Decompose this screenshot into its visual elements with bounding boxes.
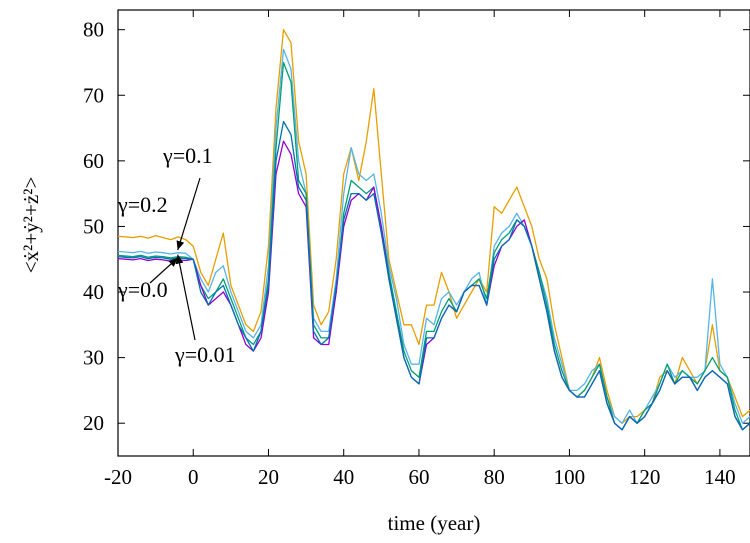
annotation-label: γ=0.0 bbox=[117, 277, 168, 302]
annotation-label: γ=0.2 bbox=[117, 192, 168, 217]
y-tick-label: 70 bbox=[83, 83, 104, 107]
y-tick-label: 80 bbox=[83, 18, 104, 42]
x-tick-label: -20 bbox=[104, 465, 132, 489]
series-line-4 bbox=[117, 120, 750, 431]
series-line-3 bbox=[117, 140, 750, 431]
axis-ticks: -20 0 20 40 60 80 100 120 140 20 30 40 50 60 70 80 bbox=[83, 10, 750, 489]
plot-frame bbox=[117, 9, 750, 457]
annotation-arrow bbox=[176, 177, 201, 251]
x-tick-label: 100 bbox=[554, 465, 586, 489]
annotation-label: γ=0.1 bbox=[162, 143, 213, 168]
series-line-2 bbox=[117, 61, 750, 431]
annotation-arrow bbox=[149, 257, 179, 284]
series-group bbox=[117, 29, 750, 431]
y-tick-label: 60 bbox=[83, 149, 104, 173]
x-axis-label: time (year) bbox=[388, 511, 481, 535]
y-tick-label: 30 bbox=[83, 346, 104, 370]
annotation-arrow bbox=[175, 254, 196, 341]
x-tick-label: 120 bbox=[629, 465, 661, 489]
series-line-1 bbox=[117, 48, 750, 424]
x-tick-label: 20 bbox=[258, 465, 279, 489]
x-tick-label: 40 bbox=[333, 465, 354, 489]
annotation-group: γ=0.1 γ=0.2 γ=0.0 γ=0.01 bbox=[117, 143, 236, 367]
x-tick-label: 0 bbox=[188, 465, 199, 489]
y-axis-label: <ẋ²+ẏ²+ż²> bbox=[19, 177, 43, 274]
x-tick-label: 80 bbox=[484, 465, 505, 489]
y-tick-label: 20 bbox=[83, 411, 104, 435]
y-tick-label: 50 bbox=[83, 214, 104, 238]
x-tick-label: 140 bbox=[704, 465, 736, 489]
x-tick-label: 60 bbox=[408, 465, 429, 489]
annotation-label: γ=0.01 bbox=[174, 342, 236, 367]
y-tick-label: 40 bbox=[83, 280, 104, 304]
